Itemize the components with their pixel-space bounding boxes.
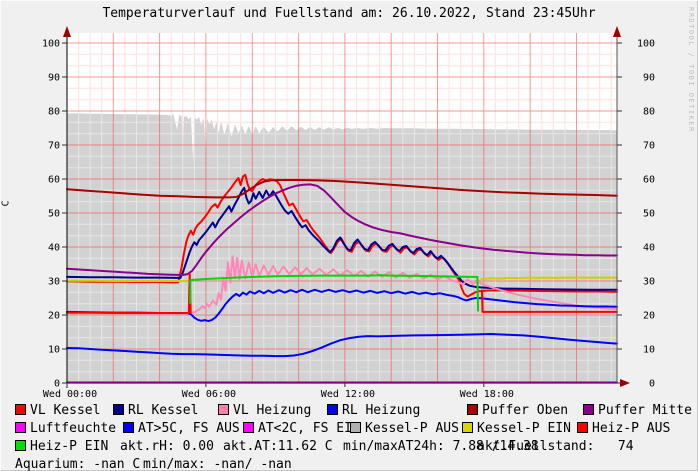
legend-swatch-kessel-p-ein: [462, 422, 473, 433]
y-tick-label-left: 100: [42, 39, 60, 50]
legend-label-heiz-p-ein: Heiz-P EIN: [30, 439, 109, 454]
legend-label-kessel-p-aus: Kessel-P AUS: [365, 421, 459, 436]
minor-grid-overlay: [67, 33, 617, 383]
y-tick-label-right: 50: [643, 209, 655, 220]
series-heiz-p-ein: [189, 274, 480, 312]
series-at-5c-fs-aus: [66, 333, 618, 358]
legend-label-luftfeuchte: Luftfeuchte: [30, 421, 117, 436]
x-tick-label: Wed 18:00: [460, 389, 514, 400]
legend-label-rl-kessel: RL Kessel: [128, 403, 199, 418]
legend-item-puffer-oben: Puffer Oben: [467, 404, 568, 418]
legend-swatch-puffer-mitte: [583, 404, 594, 415]
legend-stat-akt-fuellstand: akt.Fuellstand: 74: [477, 439, 634, 454]
axes: [62, 28, 622, 388]
legend-label-puffer-mitte: Puffer Mitte: [598, 403, 692, 418]
legend-label-vl-kessel: VL Kessel: [30, 403, 101, 418]
tick-marks: [62, 42, 622, 387]
series-puffer-oben: [66, 179, 618, 199]
legend-stat-min-maxat24h: min/maxAT24h: 7.88 /14.38: [343, 439, 539, 454]
legend-label-vl-heizung: VL Heizung: [233, 403, 312, 418]
legend-label-puffer-oben: Puffer Oben: [482, 403, 569, 418]
legend-item-rl-kessel: RL Kessel: [113, 404, 198, 418]
legend-swatch-puffer-oben: [467, 404, 478, 415]
legend-label-at-5c-fs-aus: AT>5C, FS AUS: [138, 421, 240, 436]
legend-swatch-at-2c-fs-ein: [243, 422, 254, 433]
y-tick-label-right: 60: [643, 175, 655, 186]
legend-label-heiz-p-aus: Heiz-P AUS: [592, 421, 671, 436]
series-rl-kessel: [66, 186, 618, 291]
x-tick-label: Wed 06:00: [182, 389, 236, 400]
y-tick-label-right: 10: [643, 345, 655, 356]
y-tick-label-left: 60: [48, 175, 60, 186]
y-tick-label-left: 20: [48, 311, 60, 322]
legend-stat-akt-rh: akt.rH: 0.00: [120, 439, 214, 454]
legend-swatch-heiz-p-ein: [15, 440, 26, 451]
legend-stat-aquarium: Aquarium: -nan C: [15, 457, 141, 471]
series-kessel-p-ein: [480, 276, 618, 280]
y-tick-label-left: 40: [48, 243, 60, 254]
legend-item-luftfeuchte: Luftfeuchte: [15, 422, 116, 436]
legend-item-at-2c-fs-ein: AT<2C, FS EIN: [243, 422, 360, 436]
legend-swatch-luftfeuchte: [15, 422, 26, 433]
y-tick-label-left: 0: [54, 379, 60, 390]
legend-swatch-vl-heizung: [218, 404, 229, 415]
x-axis-arrow: [620, 379, 630, 387]
legend-item-puffer-mitte: Puffer Mitte: [583, 404, 692, 418]
y-axis-arrow-right: [613, 26, 621, 37]
series-heiz-p-aus: [481, 289, 618, 313]
series-puffer-mitte: [66, 183, 618, 276]
y-tick-label-right: 100: [637, 39, 655, 50]
y-tick-label-left: 30: [48, 277, 60, 288]
legend-swatch-at-5c-fs-aus: [123, 422, 134, 433]
rrdtool-watermark: RRDTOOL / TOBI OETIKER: [687, 7, 695, 133]
legend-item-kessel-p-ein: Kessel-P EIN: [462, 422, 571, 436]
y-tick-label-right: 90: [643, 73, 655, 84]
legend-stat-akt-at: akt.AT:11.62 C: [223, 439, 333, 454]
y-tick-label-right: 80: [643, 107, 655, 118]
y-tick-label-right: 70: [643, 141, 655, 152]
y-tick-label-left: 90: [48, 73, 60, 84]
series-rl-heizung: [66, 288, 618, 323]
legend-item-vl-kessel: VL Kessel: [15, 404, 100, 418]
x-tick-label: Wed 12:00: [321, 389, 375, 400]
legend-item-heiz-p-aus: Heiz-P AUS: [577, 422, 670, 436]
legend-label-at-2c-fs-ein: AT<2C, FS EIN: [258, 421, 360, 436]
y-tick-label-right: 40: [643, 243, 655, 254]
x-tick-label: Wed 00:00: [43, 389, 97, 400]
legend-item-rl-heizung: RL Heizung: [327, 404, 420, 418]
area-kessel-p-aus: [67, 113, 617, 384]
legend-stat-min-max: min/max: -nan/ -nan: [143, 457, 292, 471]
legend-swatch-heiz-p-aus: [577, 422, 588, 433]
legend-item-kessel-p-aus: Kessel-P AUS: [350, 422, 459, 436]
y-tick-label-right: 0: [649, 379, 655, 390]
major-grid: [67, 33, 617, 383]
series-vl-heizung: [66, 255, 618, 315]
legend-item-at-5c-fs-aus: AT>5C, FS AUS: [123, 422, 240, 436]
y-tick-label-left: 70: [48, 141, 60, 152]
legend-swatch-kessel-p-aus: [350, 422, 361, 433]
legend-swatch-rl-heizung: [327, 404, 338, 415]
legend-label-rl-heizung: RL Heizung: [342, 403, 421, 418]
legend-swatch-vl-kessel: [15, 404, 26, 415]
y-tick-label-right: 20: [643, 311, 655, 322]
legend-label-kessel-p-ein: Kessel-P EIN: [477, 421, 571, 436]
chart-title: Temperaturverlauf und Fuellstand am: 26.…: [102, 6, 596, 21]
legend-swatch-rl-kessel: [113, 404, 124, 415]
legend-item-vl-heizung: VL Heizung: [218, 404, 311, 418]
y-axis-arrow-left: [63, 26, 71, 37]
y-tick-label-right: 30: [643, 277, 655, 288]
y-tick-label-left: 80: [48, 107, 60, 118]
legend-item-heiz-p-ein: Heiz-P EIN: [15, 440, 108, 454]
y-tick-label-left: 10: [48, 345, 60, 356]
chart-canvas: 0 0 10 10 20 20 30 30 40 40 50 50 60 60 70 70 80 80 90 90 10…: [42, 26, 655, 400]
y-tick-label-left: 50: [48, 209, 60, 220]
